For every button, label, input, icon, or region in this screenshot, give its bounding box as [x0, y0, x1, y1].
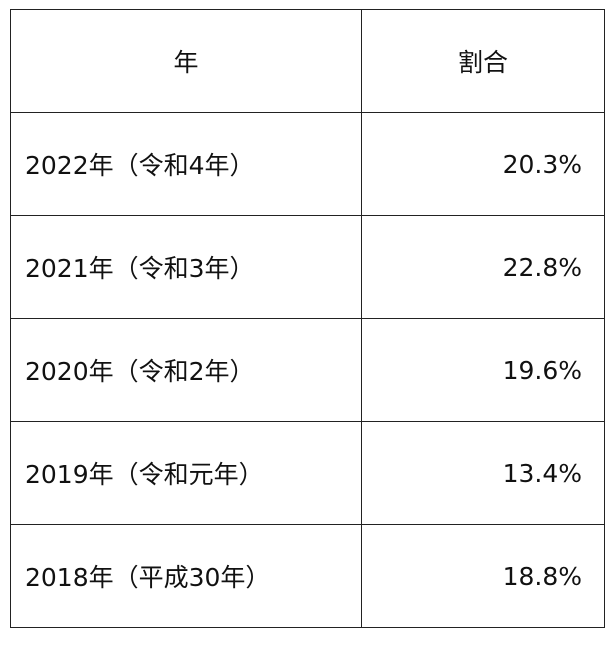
year-cell: 2019年（令和元年）	[10, 421, 362, 525]
ratio-cell: 22.8%	[361, 215, 605, 319]
table-row: 2022年（令和4年） 20.3%	[10, 112, 605, 216]
ratio-table: 年 割合 2022年（令和4年） 20.3% 2021年（令和3年） 22.8%…	[10, 9, 605, 628]
table-row: 2021年（令和3年） 22.8%	[10, 215, 605, 319]
year-cell: 2018年（平成30年）	[10, 524, 362, 628]
year-cell: 2020年（令和2年）	[10, 318, 362, 422]
year-cell: 2022年（令和4年）	[10, 112, 362, 216]
ratio-cell: 19.6%	[361, 318, 605, 422]
ratio-cell: 20.3%	[361, 112, 605, 216]
table-row: 2020年（令和2年） 19.6%	[10, 318, 605, 422]
header-ratio: 割合	[361, 9, 605, 113]
table-header-row: 年 割合	[10, 9, 605, 113]
table-row: 2018年（平成30年） 18.8%	[10, 524, 605, 628]
table-row: 2019年（令和元年） 13.4%	[10, 421, 605, 525]
ratio-cell: 18.8%	[361, 524, 605, 628]
ratio-cell: 13.4%	[361, 421, 605, 525]
year-cell: 2021年（令和3年）	[10, 215, 362, 319]
header-year: 年	[10, 9, 362, 113]
